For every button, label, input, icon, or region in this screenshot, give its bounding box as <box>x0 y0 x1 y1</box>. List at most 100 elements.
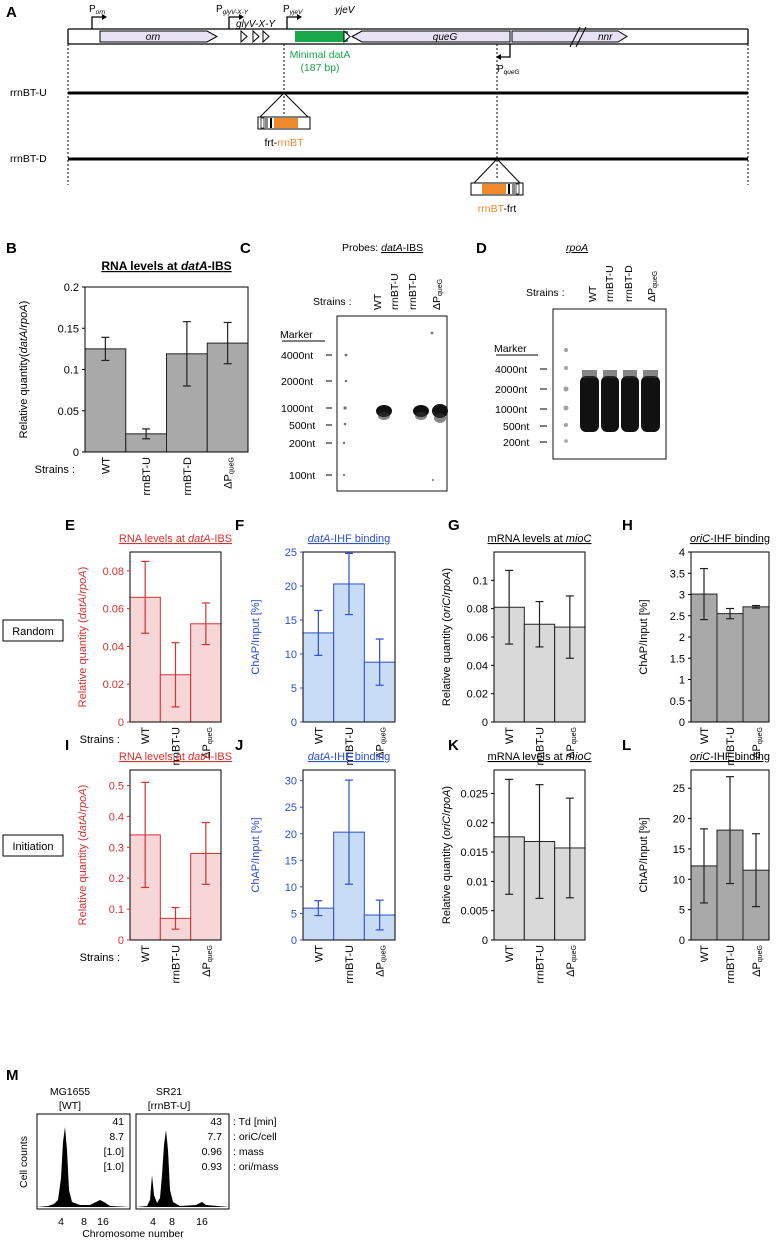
chart-K-ytick-1: 0.005 <box>460 906 488 918</box>
chart-F-ytick-4: 20 <box>285 581 297 593</box>
chart-J-frame <box>302 769 396 941</box>
m-xtick-wt-4: 4 <box>58 1216 64 1228</box>
promoter-orn-label: Porn <box>89 4 105 16</box>
chart-K-ytick-3: 0.015 <box>460 847 488 859</box>
chart-L-category-0: WT <box>699 945 711 962</box>
chart-L-ylabel: ChAP/Input [%] <box>638 817 650 892</box>
blot-c-lane-rrnbt-u: rrnBT-U <box>389 273 401 310</box>
chart-E-ytick-3: 0.06 <box>103 604 124 616</box>
blot-c-lane-wt: WT <box>372 293 384 310</box>
chart-H-ytick-0: 0 <box>679 717 685 729</box>
panel-letter-A: A <box>6 4 17 21</box>
m-strain2-name: SR21 <box>156 1086 182 1098</box>
gene-yjev-arrow <box>343 29 351 44</box>
chart-I-ytick-2: 0.2 <box>109 873 124 885</box>
chart-G-category-1: rrnBT-U <box>535 727 547 766</box>
chart-L-ytick-0: 0 <box>679 935 685 947</box>
panel-letter-M: M <box>6 1067 19 1084</box>
chart-H-ytick-4: 2 <box>679 632 685 644</box>
gene-orn-arrow <box>99 30 219 43</box>
chart-L-ytick-4: 20 <box>673 814 685 826</box>
blot-d-marker-title: Marker <box>494 343 527 355</box>
blot-c-strains-label: Strains : <box>313 296 352 308</box>
chart-I-ytick-0: 0 <box>118 935 124 947</box>
chart-J-category-1: rrnBT-U <box>344 945 356 984</box>
gene-yjev-label: yjeV <box>334 5 356 16</box>
chart-I-ytick-4: 0.4 <box>109 811 124 823</box>
chart-L-frame <box>690 769 770 941</box>
panel-c-blot: Probes: datA-IBS Strains : WT rrnBT-U rr… <box>280 242 448 492</box>
chart-G-category-0: WT <box>504 727 516 744</box>
chart-F-ylabel: ChAP/Input [%] <box>250 599 262 674</box>
gene-nnr-arrow <box>511 30 628 43</box>
strain-rrnbt-u-label: rrnBT-U <box>10 87 47 99</box>
chart-E-ytick-0: 0 <box>118 717 124 729</box>
blot-c-marker-100: 100nt <box>289 470 315 482</box>
blot-c-marker-200: 200nt <box>289 438 315 450</box>
chart-B-category-2: rrnBT-D <box>182 457 194 496</box>
panel-letter-E: E <box>65 517 75 534</box>
chart-E-ylabel: Relative quantity (datA/rpoA) <box>77 567 89 708</box>
trna-arrow-3 <box>262 29 270 44</box>
m-xtick-srt-16: 16 <box>196 1216 208 1228</box>
blot-d-band-wt <box>580 376 599 432</box>
chart-I-ylabel: Relative quantity (datA/rpoA) <box>77 785 89 926</box>
blot-d-marker-500: 500nt <box>503 421 529 433</box>
chart-J-title: datA-IHF binding <box>308 751 391 763</box>
blot-c-title: Probes: datA-IBS <box>342 242 423 254</box>
chart-B-ytick-4: 0.2 <box>64 282 79 294</box>
chart-J-ytick-6: 30 <box>285 776 297 788</box>
chart-J-category-2: ΔPqueG <box>375 945 388 977</box>
chart-K-ytick-2: 0.01 <box>467 876 488 888</box>
insert-u-label: frt-rrnBT <box>264 137 304 149</box>
chart-B-ylabel: Relative quantity(datA/rpoA) <box>18 301 30 439</box>
blot-d-lane-dpqueg: ΔPqueG <box>646 271 659 302</box>
chart-F-category-2: ΔPqueG <box>375 727 388 759</box>
chart-H-ytick-8: 4 <box>679 547 685 559</box>
chart-H-title: oriC-IHF binding <box>690 533 770 545</box>
chart-L-ytick-1: 5 <box>679 905 685 917</box>
chart-G-category-2: ΔPqueG <box>565 727 578 759</box>
panel-letter-L: L <box>622 737 631 754</box>
blot-d-marker-2000: 2000nt <box>495 384 527 396</box>
blot-d-lane-rrnbt-d: rrnBT-D <box>623 265 635 302</box>
chart-F-ytick-3: 15 <box>285 615 297 627</box>
chart-I-title: RNA levels at datA-IBS <box>119 751 232 763</box>
chart-J-ytick-1: 5 <box>291 908 297 920</box>
m-xtick-wt-16: 16 <box>97 1216 109 1228</box>
promoter-glyv-label: PglyV-X-Y <box>216 4 249 16</box>
blot-d-marker-4000: 4000nt <box>495 364 527 376</box>
chart-H-category-2: ΔPqueG <box>751 727 764 759</box>
chart-B-strains-label: Strains : <box>35 464 75 476</box>
m-xtick-srt-8: 8 <box>169 1216 175 1228</box>
chart-I-category-1: rrnBT-U <box>171 945 183 984</box>
chart-I-category-0: WT <box>140 945 152 962</box>
chart-J-ytick-3: 15 <box>285 855 297 867</box>
minimal-data-box <box>295 31 348 42</box>
chart-H-category-1: rrnBT-U <box>725 727 737 766</box>
chart-J-ytick-4: 20 <box>285 829 297 841</box>
gene-queg-arrow <box>350 30 511 43</box>
blot-d-lane-rrnbt-u: rrnBT-U <box>604 265 616 302</box>
panel-letter-D: D <box>476 240 487 257</box>
charts-layer: RNA levels at datA-IBS WT rrnBT-U rrnBT-D ΔP… <box>18 259 770 984</box>
blot-c-lane-rrnbt-d: rrnBT-D <box>407 273 419 310</box>
chart-H-bar-1 <box>716 613 744 723</box>
m-metric-oric: : oriC/cell <box>233 1131 277 1143</box>
m-wt-mass: [1.0] <box>104 1146 125 1158</box>
blot-d-band-rrnbt-d <box>621 376 639 432</box>
m-wt-oric: 8.7 <box>109 1131 124 1143</box>
chart-E-category-2: ΔPqueG <box>201 727 214 759</box>
chart-F-category-1: rrnBT-U <box>344 727 356 766</box>
insert-u: frt-rrnBT <box>257 92 311 149</box>
m-wt-td: 41 <box>112 1116 124 1128</box>
chart-G-ytick-1: 0.02 <box>467 689 488 701</box>
chart-E-frame <box>129 551 222 723</box>
chart-H-ytick-5: 2.5 <box>670 611 685 623</box>
panel-m-flow: MG1655 [WT] SR21 [rrnBT-U] Cell counts C… <box>18 1086 279 1240</box>
strain-rrnbt-d-label: rrnBT-D <box>10 153 47 165</box>
gene-nnr-label: nnr <box>598 32 613 43</box>
chart-K-frame <box>493 769 586 941</box>
m-srt-orimass: 0.93 <box>202 1161 223 1173</box>
chart-E-title: RNA levels at datA-IBS <box>119 533 232 545</box>
